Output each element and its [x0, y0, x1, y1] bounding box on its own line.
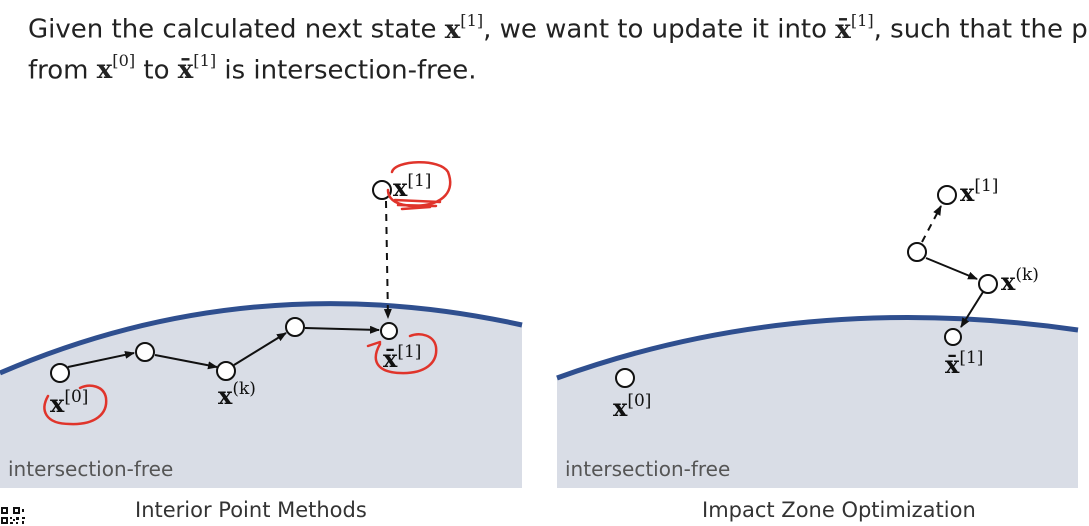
qr-code-icon [0, 505, 28, 526]
annotation-circle-x0 [43, 384, 108, 426]
right-arrow-2 [960, 291, 984, 328]
left-label-x0: x[0] [50, 387, 88, 418]
annotation-scribble-x1 [393, 198, 442, 211]
right-node-xk [978, 274, 998, 294]
left-node-2 [135, 342, 155, 362]
right-node-x0 [615, 368, 635, 388]
annotation-circle-xbar1 [374, 333, 438, 375]
right-node-2 [907, 242, 927, 262]
right-node-x1 [937, 185, 957, 205]
left-node-4 [285, 317, 305, 337]
left-free-region [0, 303, 522, 488]
right-panel-title: Impact Zone Optimization [702, 498, 976, 522]
left-node-xk [216, 361, 236, 381]
left-label-xk: x(k) [218, 379, 256, 410]
left-boundary-curve [0, 301, 523, 376]
right-label-xk: x(k) [1001, 265, 1039, 296]
right-dashed-arrow [921, 205, 942, 243]
left-node-x1 [372, 180, 392, 200]
left-region-label: intersection-free [8, 457, 173, 481]
left-arrow-2 [154, 354, 218, 370]
math-x1: x[1] [444, 10, 484, 45]
right-panel: x[0] x(k) x̄[1] x[1] intersection-free I… [556, 176, 1079, 522]
math-x0: x[0] [96, 51, 136, 86]
left-panel-title: Interior Point Methods [135, 498, 367, 522]
handwritten-annotations [43, 161, 452, 426]
left-dashed-arrow [383, 200, 392, 319]
left-arrow-1 [67, 350, 135, 368]
right-label-x1: x[1] [960, 176, 998, 207]
math-xbar1: x̄[1] [835, 10, 874, 45]
left-node-x0 [50, 363, 70, 383]
left-label-x1: x[1] [393, 171, 431, 202]
right-region-label: intersection-free [565, 457, 730, 481]
right-boundary-curve [556, 315, 1079, 381]
left-node-xbar1 [380, 322, 398, 340]
right-label-xbar1: x̄[1] [945, 348, 983, 379]
math-xbar1-b: x̄[1] [177, 51, 217, 86]
left-label-xbar1: x̄[1] [383, 342, 421, 373]
right-arrow-1 [925, 257, 978, 280]
left-arrow-3 [233, 332, 287, 366]
left-panel: x[0] x(k) x̄[1] x[1] intersection-free I… [0, 161, 523, 522]
left-arrow-4 [304, 325, 380, 334]
heading-line-2: from x[0] to x̄[1] is intersection-free. [28, 51, 477, 86]
annotation-circle-x1 [386, 161, 452, 208]
right-free-region [557, 317, 1078, 488]
annotation-tick-xbar1 [366, 340, 382, 348]
right-label-x0: x[0] [613, 391, 651, 422]
right-node-xbar1 [944, 328, 962, 346]
heading-line-1: Given the calculated next state x[1], we… [28, 10, 1089, 45]
slide-heading: Given the calculated next state x[1], we… [28, 6, 1089, 87]
